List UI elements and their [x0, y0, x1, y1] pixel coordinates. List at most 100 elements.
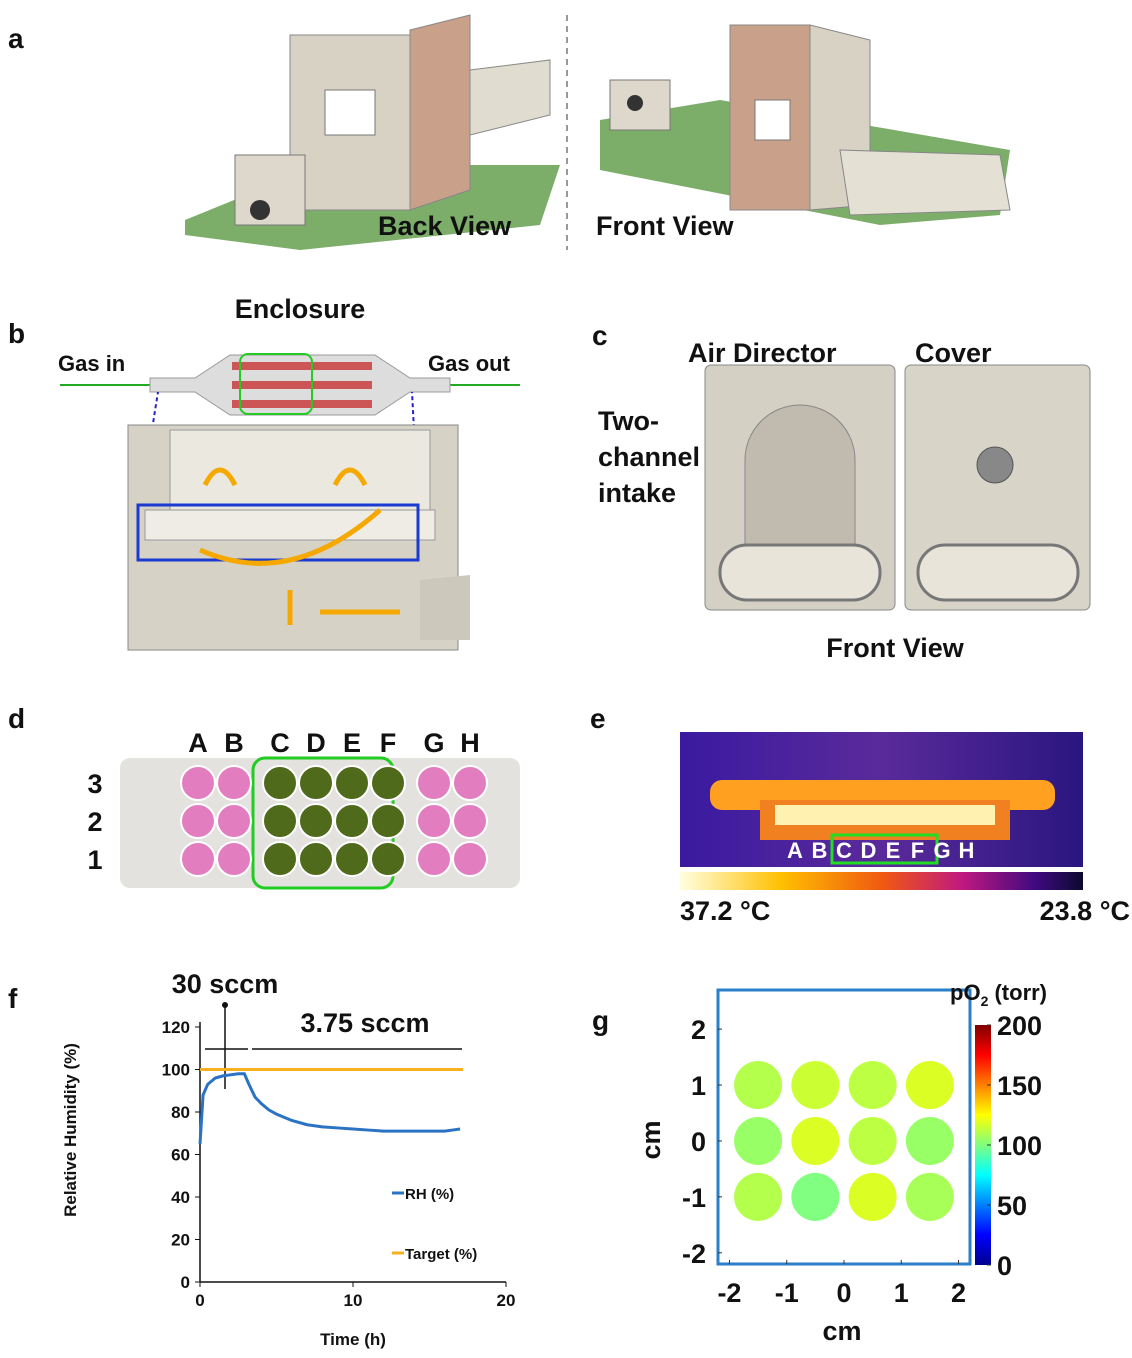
legend-label: Target (%) [405, 1246, 477, 1263]
column-label: G [933, 838, 950, 863]
panel-label: c [592, 320, 608, 351]
column-label: B [224, 728, 244, 758]
colorbar-tick-label: 150 [997, 1071, 1042, 1101]
row-label: 2 [87, 807, 102, 837]
x-tick-label: -2 [717, 1278, 741, 1308]
view-label: Front View [826, 633, 965, 663]
panel-b: b Enclosure Gas in Gas out [8, 294, 520, 651]
callout: channel [598, 442, 700, 472]
wells [232, 400, 372, 408]
spot [905, 1172, 954, 1221]
y-tick-label: 2 [691, 1015, 706, 1045]
well [452, 765, 488, 801]
well [298, 765, 334, 801]
y-axis-label: cm [636, 1120, 666, 1159]
spot [848, 1172, 897, 1221]
column-label: C [270, 728, 290, 758]
spot [905, 1116, 954, 1165]
well [216, 765, 252, 801]
colorbar-label-part: 2 [981, 993, 989, 1009]
knob [250, 200, 270, 220]
spot [905, 1061, 954, 1110]
well [416, 841, 452, 877]
spot [734, 1172, 783, 1221]
column-label: A [787, 838, 803, 863]
spot [848, 1116, 897, 1165]
well [370, 841, 406, 877]
duct [469, 59, 551, 136]
cover [409, 14, 471, 211]
y-tick-label: -2 [682, 1239, 706, 1269]
highlight [830, 833, 939, 865]
annotation: 30 sccm [172, 969, 279, 999]
y-tick-label: 0 [181, 1273, 190, 1292]
panel-c: c Air Director Cover Two- channel intake… [592, 320, 1091, 663]
x-axis-label: Time (h) [320, 1330, 386, 1349]
column-label: A [188, 728, 208, 758]
panel-label: e [590, 703, 606, 734]
panel-a: a Back View Front View [8, 14, 1011, 250]
port [976, 446, 1014, 484]
callout: intake [598, 478, 676, 508]
column-label: G [423, 728, 444, 758]
plate [144, 509, 436, 541]
column-label: D [306, 728, 326, 758]
well [262, 841, 298, 877]
callout: Cover [915, 338, 992, 368]
box [234, 154, 306, 226]
column-label: F [380, 728, 397, 758]
panel-f: f 0 20 40 60 80 100 120 0 10 20 Time (h) Relative Hu… [8, 969, 515, 1349]
duct [839, 149, 1011, 216]
view-label: Back View [378, 211, 512, 241]
wells [232, 362, 372, 370]
colorbar-tick-label: 100 [997, 1131, 1042, 1161]
well [298, 803, 334, 839]
well [370, 803, 406, 839]
window [324, 89, 376, 136]
spot [734, 1061, 783, 1110]
x-axis-label: cm [822, 1316, 861, 1346]
panel-label: a [8, 23, 24, 54]
highlight [239, 353, 313, 415]
x-tick-label: 20 [497, 1291, 516, 1310]
intake [718, 543, 882, 602]
panel-d: d A B C D E F G H 3 2 1 [8, 703, 520, 890]
row-label: 3 [87, 769, 102, 799]
column-label: E [886, 838, 901, 863]
y-axis-label: Relative Humidity (%) [61, 1043, 80, 1217]
view-label: Front View [596, 211, 735, 241]
window [754, 99, 791, 141]
spot [791, 1116, 840, 1165]
x-tick-label: 0 [836, 1278, 851, 1308]
opening [744, 404, 856, 561]
y-tick-label: -1 [682, 1183, 706, 1213]
panel-title: Enclosure [235, 294, 366, 324]
column-label: F [911, 838, 924, 863]
well [180, 841, 216, 877]
well [180, 765, 216, 801]
well [416, 803, 452, 839]
well [334, 803, 370, 839]
wells [232, 381, 372, 389]
y-tick-label: 60 [171, 1146, 190, 1165]
x-tick-label: 0 [195, 1291, 204, 1310]
spot [791, 1172, 840, 1221]
y-tick-label: 80 [171, 1103, 190, 1122]
scale-label: 23.8 °C [1040, 896, 1130, 926]
colorbar-label-part: (torr) [988, 980, 1047, 1005]
well [452, 803, 488, 839]
well [416, 765, 452, 801]
pin-head [222, 1002, 228, 1008]
well [334, 841, 370, 877]
y-tick-label: 40 [171, 1188, 190, 1207]
column-label: H [460, 728, 480, 758]
panel-label: d [8, 703, 25, 734]
colorbar-tick-label: 0 [997, 1251, 1012, 1281]
column-label: E [343, 728, 361, 758]
x-tick-label: 1 [894, 1278, 909, 1308]
duct [420, 575, 470, 640]
scale-label: 37.2 °C [680, 896, 770, 926]
y-tick-label: 20 [171, 1231, 190, 1250]
column-label: B [812, 838, 828, 863]
